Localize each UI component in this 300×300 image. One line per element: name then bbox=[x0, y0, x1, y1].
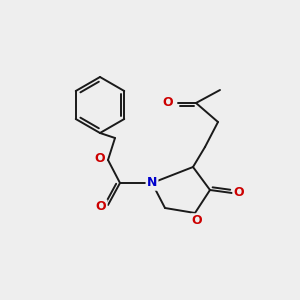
Text: O: O bbox=[96, 200, 106, 214]
Text: O: O bbox=[163, 97, 173, 110]
Text: O: O bbox=[95, 152, 105, 164]
Text: O: O bbox=[234, 187, 244, 200]
Text: N: N bbox=[147, 176, 157, 190]
Text: O: O bbox=[192, 214, 202, 227]
